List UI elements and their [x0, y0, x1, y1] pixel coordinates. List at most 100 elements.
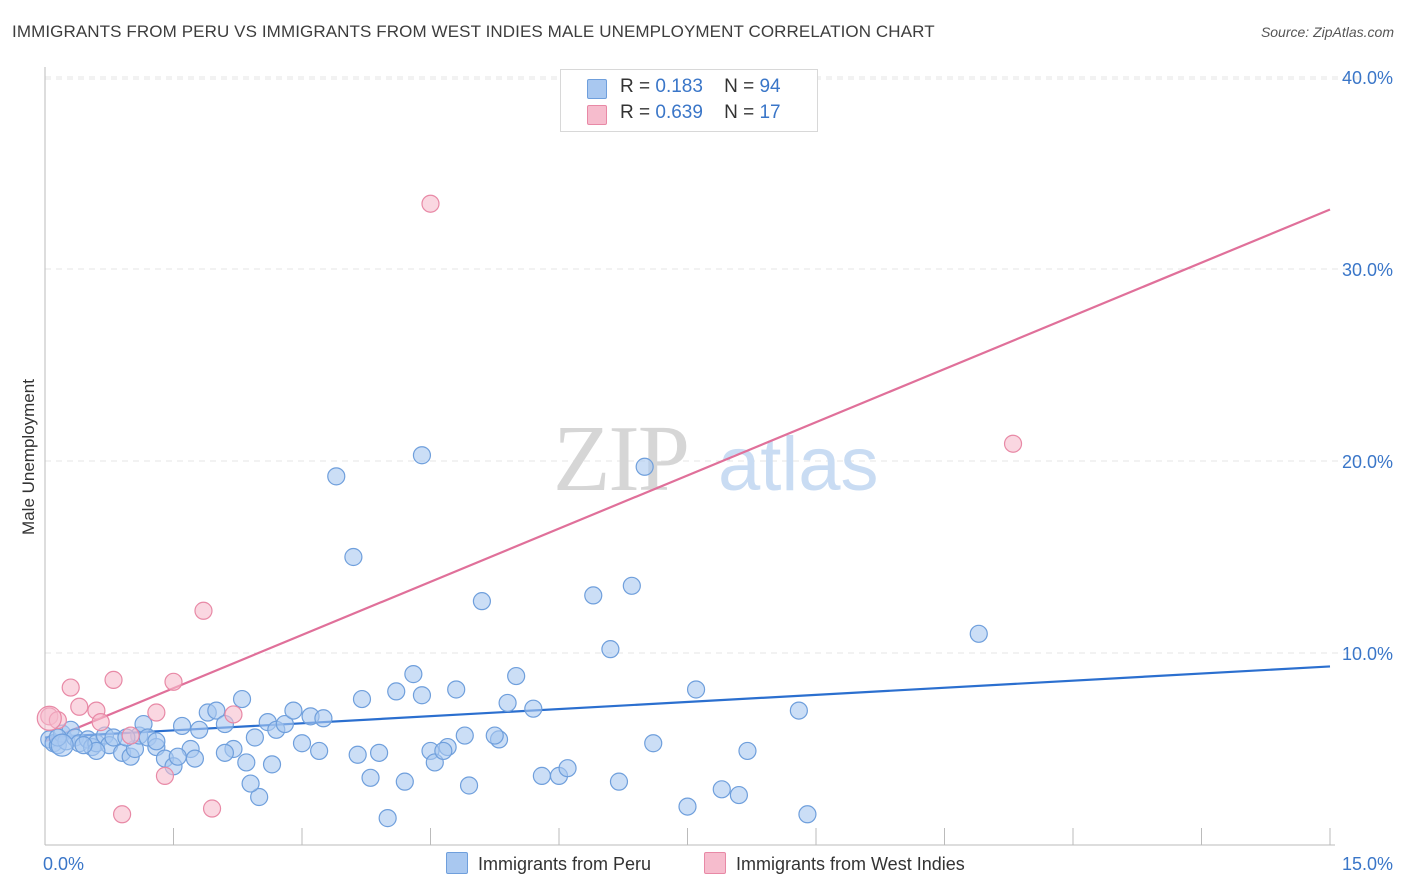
peru-point: [172, 716, 192, 736]
west-indies-point: [224, 705, 243, 724]
x-tick-label-min: 0.0%: [43, 854, 84, 874]
peru-point: [686, 680, 706, 699]
west-indies-point: [70, 697, 89, 716]
west-indies-r-label: R =: [620, 102, 651, 123]
x-tick-label-max: 15.0%: [1342, 854, 1393, 874]
peru-n-label: N =: [724, 76, 755, 97]
peru-point: [185, 749, 205, 768]
peru-point: [190, 720, 209, 739]
source-label: Source: ZipAtlas.com: [1260, 24, 1394, 40]
peru-point: [241, 774, 260, 793]
peru-r-label: R =: [620, 76, 651, 97]
chart-title: IMMIGRANTS FROM PERU VS IMMIGRANTS FROM …: [12, 22, 935, 41]
west-indies-point: [121, 726, 140, 745]
peru-point: [50, 733, 74, 757]
bottom-west-indies-label: Immigrants from West Indies: [736, 854, 965, 874]
peru-point: [215, 743, 234, 762]
west-indies-point: [104, 670, 123, 689]
peru-point: [245, 728, 264, 747]
peru-point: [344, 547, 363, 567]
west-indies-point: [155, 766, 175, 785]
peru-point: [237, 753, 256, 772]
peru-point: [250, 787, 269, 807]
peru-point: [327, 467, 346, 486]
peru-point: [378, 809, 397, 828]
peru-point: [232, 689, 252, 709]
peru-point: [507, 666, 526, 686]
peru-point: [678, 797, 697, 816]
peru-point: [348, 745, 367, 764]
peru-point: [558, 759, 577, 778]
watermark-atlas: atlas: [718, 422, 879, 507]
y-tick-label: 30.0%: [1342, 260, 1393, 280]
bottom-peru-swatch: [446, 852, 468, 874]
peru-point: [207, 701, 226, 720]
peru-point: [459, 776, 479, 795]
peru-point: [74, 736, 93, 755]
peru-point: [292, 734, 312, 753]
west-indies-point: [202, 799, 222, 818]
west-indies-point: [421, 194, 440, 213]
bottom-legend-peru: Immigrants from Peru: [446, 852, 651, 875]
peru-point: [352, 689, 372, 709]
west-indies-point: [164, 672, 183, 691]
west-indies-point: [36, 705, 62, 731]
peru-point: [412, 686, 432, 705]
peru-point: [498, 693, 517, 713]
data-points: [36, 194, 1023, 828]
peru-point: [601, 640, 620, 659]
peru-point: [310, 741, 329, 761]
peru-point: [622, 576, 641, 595]
west-indies-point: [1003, 434, 1023, 453]
peru-trend-line: [44, 665, 1331, 739]
peru-n-value: 94: [759, 76, 781, 97]
trend-lines: [44, 208, 1331, 743]
peru-point: [147, 732, 166, 751]
west-indies-r-value: 0.639: [655, 102, 703, 123]
peru-point: [644, 734, 663, 753]
watermark-zip: ZIP: [553, 407, 688, 511]
peru-point: [729, 785, 749, 805]
peru-point: [712, 780, 731, 799]
peru-point: [387, 682, 406, 701]
correlation-legend: R = 0.183 N = 94 R = 0.639 N = 17: [560, 69, 818, 132]
peru-point: [609, 772, 629, 791]
west-indies-trend-line: [44, 208, 1331, 743]
bottom-west-indies-swatch: [704, 852, 726, 874]
y-tick-label: 20.0%: [1342, 452, 1393, 472]
gridlines: [45, 76, 1365, 654]
y-tick-label: 10.0%: [1342, 644, 1393, 664]
peru-point: [485, 726, 504, 745]
west-indies-n-value: 17: [759, 102, 781, 123]
peru-point: [284, 701, 303, 720]
peru-point: [412, 446, 432, 465]
peru-point: [370, 743, 389, 762]
peru-point: [584, 586, 603, 605]
peru-point: [168, 747, 187, 766]
west-indies-n-label: N =: [724, 102, 755, 123]
peru-r-value: 0.183: [655, 76, 703, 97]
peru-point: [434, 741, 453, 761]
tick-labels: 10.0% 20.0% 30.0% 40.0% 0.0% 15.0%: [43, 68, 1393, 874]
west-indies-point: [194, 601, 213, 620]
peru-point: [524, 699, 543, 718]
peru-point: [361, 768, 380, 787]
peru-point: [635, 457, 654, 476]
peru-point: [314, 709, 333, 728]
y-tick-label: 40.0%: [1342, 68, 1393, 88]
watermark: ZIP atlas: [553, 407, 879, 511]
peru-point: [532, 766, 551, 785]
peru-point: [789, 701, 808, 720]
peru-point: [455, 726, 474, 745]
peru-point: [738, 741, 757, 761]
peru-point: [798, 805, 817, 824]
peru-swatch: [587, 79, 607, 99]
axes: [44, 67, 1335, 846]
west-indies-swatch: [587, 105, 607, 125]
peru-point: [262, 755, 282, 774]
peru-point: [472, 592, 491, 611]
peru-point: [275, 714, 294, 734]
y-axis-label: Male Unemployment: [19, 379, 38, 535]
west-indies-point: [147, 703, 166, 722]
bottom-legend-west-indies: Immigrants from West Indies: [704, 852, 965, 875]
